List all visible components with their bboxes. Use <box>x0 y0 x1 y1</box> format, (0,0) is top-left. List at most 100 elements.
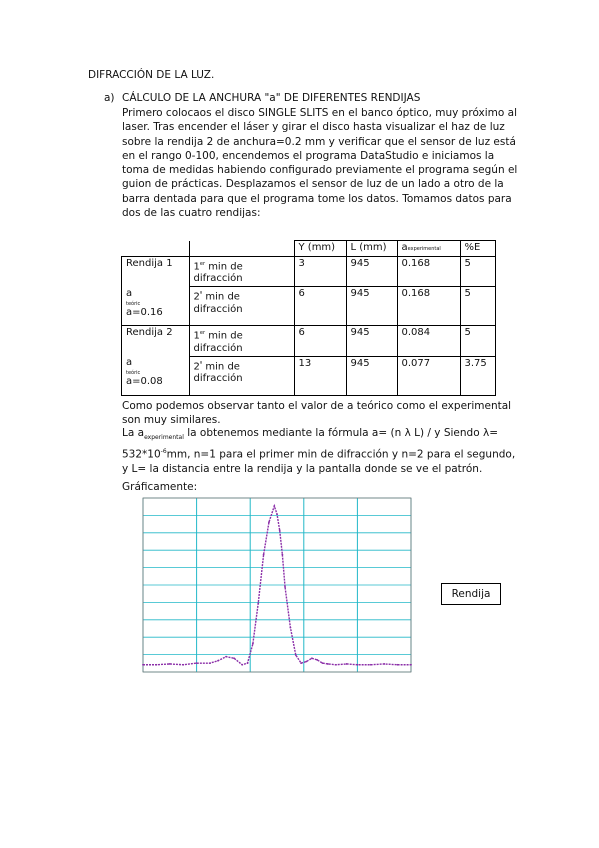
min-text: min de difracción <box>193 330 243 354</box>
plot-frame <box>142 497 412 673</box>
table-header-row: Y (mm) L (mm) aexperimental %E <box>121 240 496 257</box>
data-point <box>251 642 254 645</box>
data-point <box>257 602 260 605</box>
min-sup: er <box>199 261 206 267</box>
table-row: a teóric a=0.08 2º min de difracción 13 94… <box>121 355 496 396</box>
header-a-label: a <box>401 242 408 253</box>
teoric-label: teóric <box>126 370 141 377</box>
min-sup: º <box>199 360 203 367</box>
min-num: 1 <box>193 330 200 342</box>
table-row: Rendija 2 1er min de difracción 6 945 0.… <box>121 325 496 357</box>
table-row: Rendija 1 1er min de difracción 3 945 0.… <box>121 255 496 288</box>
a-label: a <box>126 287 133 299</box>
cell-l: 945 <box>345 325 398 357</box>
chart-marks <box>142 503 412 666</box>
min-sup: º <box>199 291 203 298</box>
data-point <box>289 626 292 629</box>
data-point <box>273 505 276 507</box>
data-point <box>276 513 278 515</box>
data-point <box>278 529 281 532</box>
formula-rest: mm, n=1 para el primer min de difracción… <box>122 448 516 475</box>
cell-l: 945 <box>345 286 398 327</box>
cell-a: 0.168 <box>396 286 461 327</box>
data-point <box>345 663 348 665</box>
empty-cell <box>189 240 295 257</box>
data-point <box>300 662 303 665</box>
cell-e: 5 <box>459 255 496 288</box>
cell-y: 6 <box>293 325 347 357</box>
data-point <box>142 663 144 666</box>
data-point <box>281 553 284 556</box>
min-label: 2º min de difracción <box>188 286 295 327</box>
rendija1-name: Rendija 1 <box>121 255 190 287</box>
data-point <box>356 663 359 666</box>
a-value: a=0.08 <box>126 376 163 388</box>
min-text: min de difracción <box>193 291 243 315</box>
chart-grid <box>142 497 412 673</box>
data-point <box>396 663 399 666</box>
a-value: a=0.16 <box>126 306 163 318</box>
min-text: min de difracción <box>193 360 243 384</box>
document-title: DIFRACCIÓN DE LA LUZ. <box>88 69 215 81</box>
observation-text: Como podemos observar tanto el valor de … <box>122 400 512 426</box>
min-label: 1er min de difracción <box>188 325 295 357</box>
formula-mid: la obtenemos mediante la fórmula a= (n λ… <box>122 427 498 461</box>
section-title: CÁLCULO DE LA ANCHURA "a" DE DIFERENTES … <box>122 92 421 104</box>
data-point <box>195 662 198 665</box>
data-point <box>294 654 297 656</box>
header-a-exp: aexperimental <box>396 240 461 257</box>
data-point <box>155 663 158 666</box>
cell-a: 0.084 <box>396 325 461 357</box>
min-num: 2 <box>193 360 200 372</box>
formula-text: La aexperimental la obtenemos mediante l… <box>122 426 522 476</box>
data-point <box>383 663 386 665</box>
rendija1-a: a teóric a=0.16 <box>121 286 190 327</box>
min-num: 2 <box>193 291 200 303</box>
table-row: a teóric a=0.16 2º min de difracción 6 945… <box>121 286 496 327</box>
cell-y: 3 <box>293 255 347 288</box>
teoric-label: teóric <box>126 300 141 307</box>
cell-y: 6 <box>293 286 347 327</box>
cell-l: 945 <box>345 355 398 396</box>
data-point <box>262 553 265 556</box>
data-point <box>268 521 270 524</box>
graph-label: Gráficamente: <box>122 481 198 493</box>
formula-sup: -6 <box>160 448 167 456</box>
min-num: 1 <box>193 261 200 273</box>
cell-y: 13 <box>293 355 347 396</box>
series-line <box>143 503 411 666</box>
data-point <box>168 663 171 665</box>
rendija2-a: a teóric a=0.08 <box>121 356 190 396</box>
formula-prefix: La a <box>122 427 145 439</box>
a-label: a <box>126 357 133 369</box>
header-y: Y (mm) <box>293 240 347 257</box>
data-point <box>209 662 211 665</box>
empty-cell <box>121 240 190 257</box>
data-point <box>233 657 236 660</box>
data-point <box>225 655 227 658</box>
cell-a: 0.168 <box>396 255 461 288</box>
formula-sub: experimental <box>144 434 184 442</box>
legend-box: Rendija <box>441 583 501 605</box>
data-point <box>327 663 329 665</box>
header-l: L (mm) <box>345 240 398 257</box>
cell-e: 5 <box>459 286 496 327</box>
min-label: 2º min de difracción <box>188 355 295 396</box>
cell-e: 3.75 <box>459 355 496 396</box>
cell-e: 5 <box>459 325 496 357</box>
data-point <box>335 663 337 666</box>
rendija2-name: Rendija 2 <box>121 325 190 357</box>
data-point <box>182 663 185 666</box>
data-point <box>310 657 313 660</box>
data-point <box>316 659 319 661</box>
data-point <box>410 663 412 666</box>
data-point <box>305 660 308 663</box>
results-table: Y (mm) L (mm) aexperimental %E Rendija 1… <box>121 240 496 396</box>
diffraction-chart <box>142 497 412 673</box>
min-label: 1er min de difracción <box>188 255 295 288</box>
header-error: %E <box>459 240 496 257</box>
data-point <box>284 586 286 588</box>
data-point <box>241 663 244 666</box>
header-a-sub: experimental <box>407 246 441 252</box>
data-point <box>321 662 324 665</box>
